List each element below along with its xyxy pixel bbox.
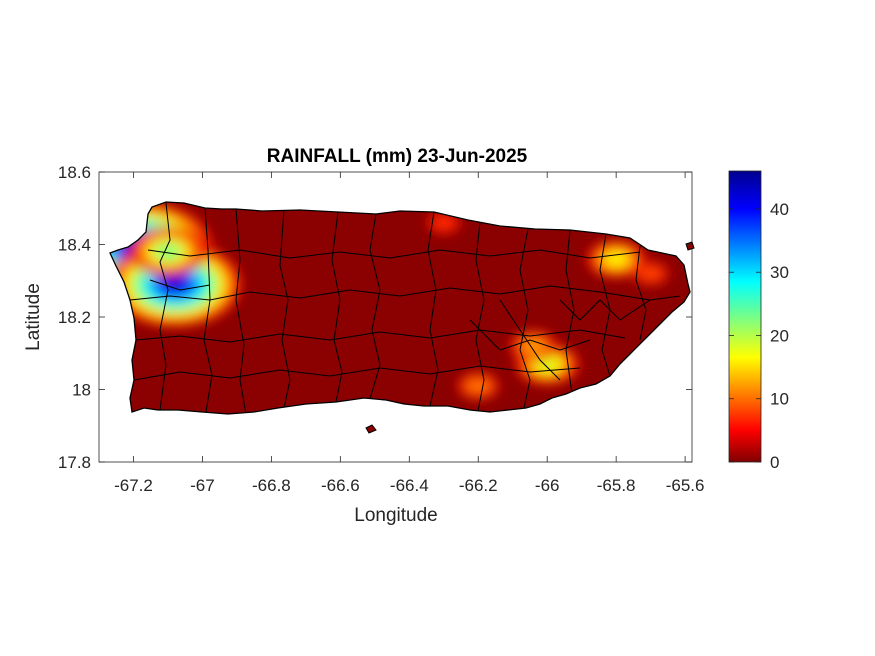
x-tick-label: -66.2: [459, 476, 498, 495]
municipality-border: [559, 299, 651, 321]
y-axis-label: Latitude: [23, 283, 44, 351]
y-tick-label: 18.4: [58, 236, 91, 255]
municipality-border: [475, 221, 485, 412]
y-tick-label: 18: [72, 381, 91, 400]
municipality-border: [159, 202, 171, 411]
municipality-border: [129, 285, 681, 301]
municipality-border: [499, 299, 561, 381]
x-axis: -67.2 -67 -66.8 -66.6 -66.4 -66.2 -66 -65.8 -65.…: [114, 172, 704, 495]
colorbar-ticks: 0 10 20 30 40: [729, 200, 789, 472]
y-tick-label: 18.6: [58, 163, 91, 182]
x-tick-label: -66: [535, 476, 560, 495]
municipality-border: [235, 208, 247, 414]
colorbar: 0 10 20 30 40: [728, 170, 789, 472]
colorbar-tick-label: 20: [770, 326, 789, 345]
mona-islet: [365, 424, 377, 434]
x-tick-label: -66.6: [321, 476, 360, 495]
coastline: [109, 201, 691, 415]
municipality-border: [149, 279, 211, 291]
municipality-border: [331, 211, 343, 403]
x-axis-label: Longitude: [354, 505, 437, 526]
y-tick-label: 17.8: [58, 453, 91, 472]
chart-title: RAINFALL (mm) 23-Jun-2025: [267, 146, 528, 167]
rain-hotspot-8-level-1: [431, 214, 457, 231]
municipality-border: [565, 229, 575, 395]
x-tick-label: -65.8: [597, 476, 636, 495]
y-axis: 18.6 18.4 18.2 18 17.8: [58, 163, 692, 472]
municipality-border: [427, 211, 439, 407]
rain-hotspot-1-level-10: [162, 276, 188, 293]
rain-hotspot-7-level-2: [465, 377, 491, 394]
municipality-borders: [129, 202, 681, 414]
x-tick-label: -67: [190, 476, 215, 495]
municipality-border: [369, 213, 381, 400]
colorbar-tick-label: 40: [770, 200, 789, 219]
rain-hotspot-5-level-4: [603, 251, 629, 267]
municipality-border: [519, 228, 531, 409]
colorbar-gradient: [728, 170, 762, 463]
municipality-border: [147, 249, 641, 259]
y-tick-label: 18.2: [58, 308, 91, 327]
municipality-border: [135, 329, 626, 343]
x-tick-label: -66.4: [390, 476, 429, 495]
municipality-border: [469, 319, 591, 351]
rain-hotspot-4-level-3: [520, 338, 546, 354]
x-tick-label: -67.2: [114, 476, 153, 495]
municipality-border: [635, 245, 647, 341]
colorbar-tick-label: 10: [770, 390, 789, 409]
colorbar-tick-label: 0: [770, 453, 779, 472]
municipality-border: [279, 209, 291, 409]
municipality-border: [203, 207, 213, 413]
rain-hotspot-2-level-5: [155, 243, 181, 260]
x-tick-label: -65.6: [666, 476, 705, 495]
colorbar-tick-label: 30: [770, 263, 789, 282]
x-tick-label: -66.8: [252, 476, 291, 495]
rain-hotspot-6-level-2: [638, 265, 664, 282]
municipality-border: [133, 365, 581, 381]
culebra-island: [685, 241, 695, 251]
